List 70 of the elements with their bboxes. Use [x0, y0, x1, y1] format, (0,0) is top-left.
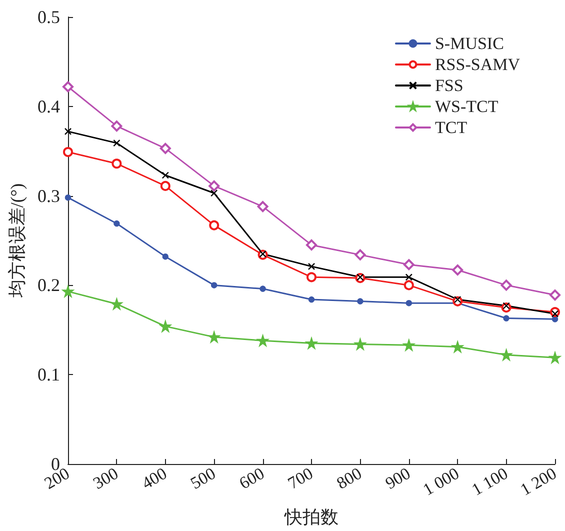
x-tick-label: 700 — [284, 464, 316, 493]
legend-label: RSS-SAMV — [434, 55, 521, 74]
point — [306, 239, 317, 250]
y-tick-label: 0.5 — [38, 7, 60, 27]
point — [500, 280, 512, 291]
point — [114, 220, 120, 227]
y-tick-label: 0.4 — [38, 96, 60, 116]
point — [500, 349, 512, 361]
x-tick-label: 500 — [187, 464, 219, 493]
point — [503, 315, 510, 322]
point — [308, 262, 316, 270]
point — [357, 298, 364, 304]
x-tick-label: 900 — [382, 464, 414, 493]
point — [403, 340, 414, 351]
point — [406, 300, 412, 306]
legend-label: WS-TCT — [434, 97, 499, 116]
point — [208, 331, 220, 343]
point — [208, 180, 220, 192]
point — [403, 259, 414, 270]
point — [257, 335, 268, 346]
point — [64, 128, 72, 136]
y-axis-title: 均方根误差/(°) — [7, 183, 27, 299]
point — [162, 253, 168, 260]
point — [112, 158, 122, 169]
x-tick-label: 1 100 — [468, 464, 512, 500]
point — [210, 190, 218, 197]
point — [308, 296, 315, 303]
point — [454, 296, 462, 304]
point — [354, 338, 366, 350]
point — [160, 142, 171, 154]
point — [160, 320, 171, 332]
point — [211, 282, 218, 288]
x-tick-label: 1 200 — [517, 464, 560, 500]
point — [63, 146, 73, 157]
point — [62, 81, 74, 92]
y-tick-label: 0.1 — [38, 364, 60, 385]
point — [160, 180, 170, 191]
point — [452, 264, 464, 276]
y-tick-label: 0.2 — [38, 275, 60, 296]
point — [64, 194, 72, 201]
point — [552, 316, 558, 322]
point — [306, 338, 318, 349]
x-axis-title: 快拍数 — [284, 507, 338, 527]
y-tick-label: 0.3 — [38, 186, 60, 206]
point — [354, 249, 366, 260]
x-tick-label: 800 — [333, 464, 365, 493]
point — [111, 120, 122, 132]
point — [306, 272, 316, 282]
point — [404, 280, 414, 290]
point — [405, 274, 412, 281]
point — [209, 220, 220, 230]
point — [162, 172, 169, 179]
point — [111, 298, 122, 310]
point — [257, 201, 268, 212]
legend-label: TCT — [434, 118, 468, 137]
point — [551, 310, 559, 318]
point — [549, 352, 561, 364]
x-tick-label: 600 — [236, 464, 268, 493]
point — [113, 139, 120, 147]
legend-label: S-MUSIC — [434, 34, 504, 53]
point — [550, 290, 560, 301]
legend-label: FSS — [434, 76, 464, 95]
point — [502, 302, 510, 310]
point — [452, 341, 464, 352]
point — [356, 274, 364, 281]
point — [62, 286, 74, 298]
x-tick-label: 400 — [138, 464, 170, 493]
point — [260, 286, 266, 292]
x-tick-label: 1 000 — [420, 464, 462, 500]
x-tick-label: 300 — [90, 464, 122, 493]
